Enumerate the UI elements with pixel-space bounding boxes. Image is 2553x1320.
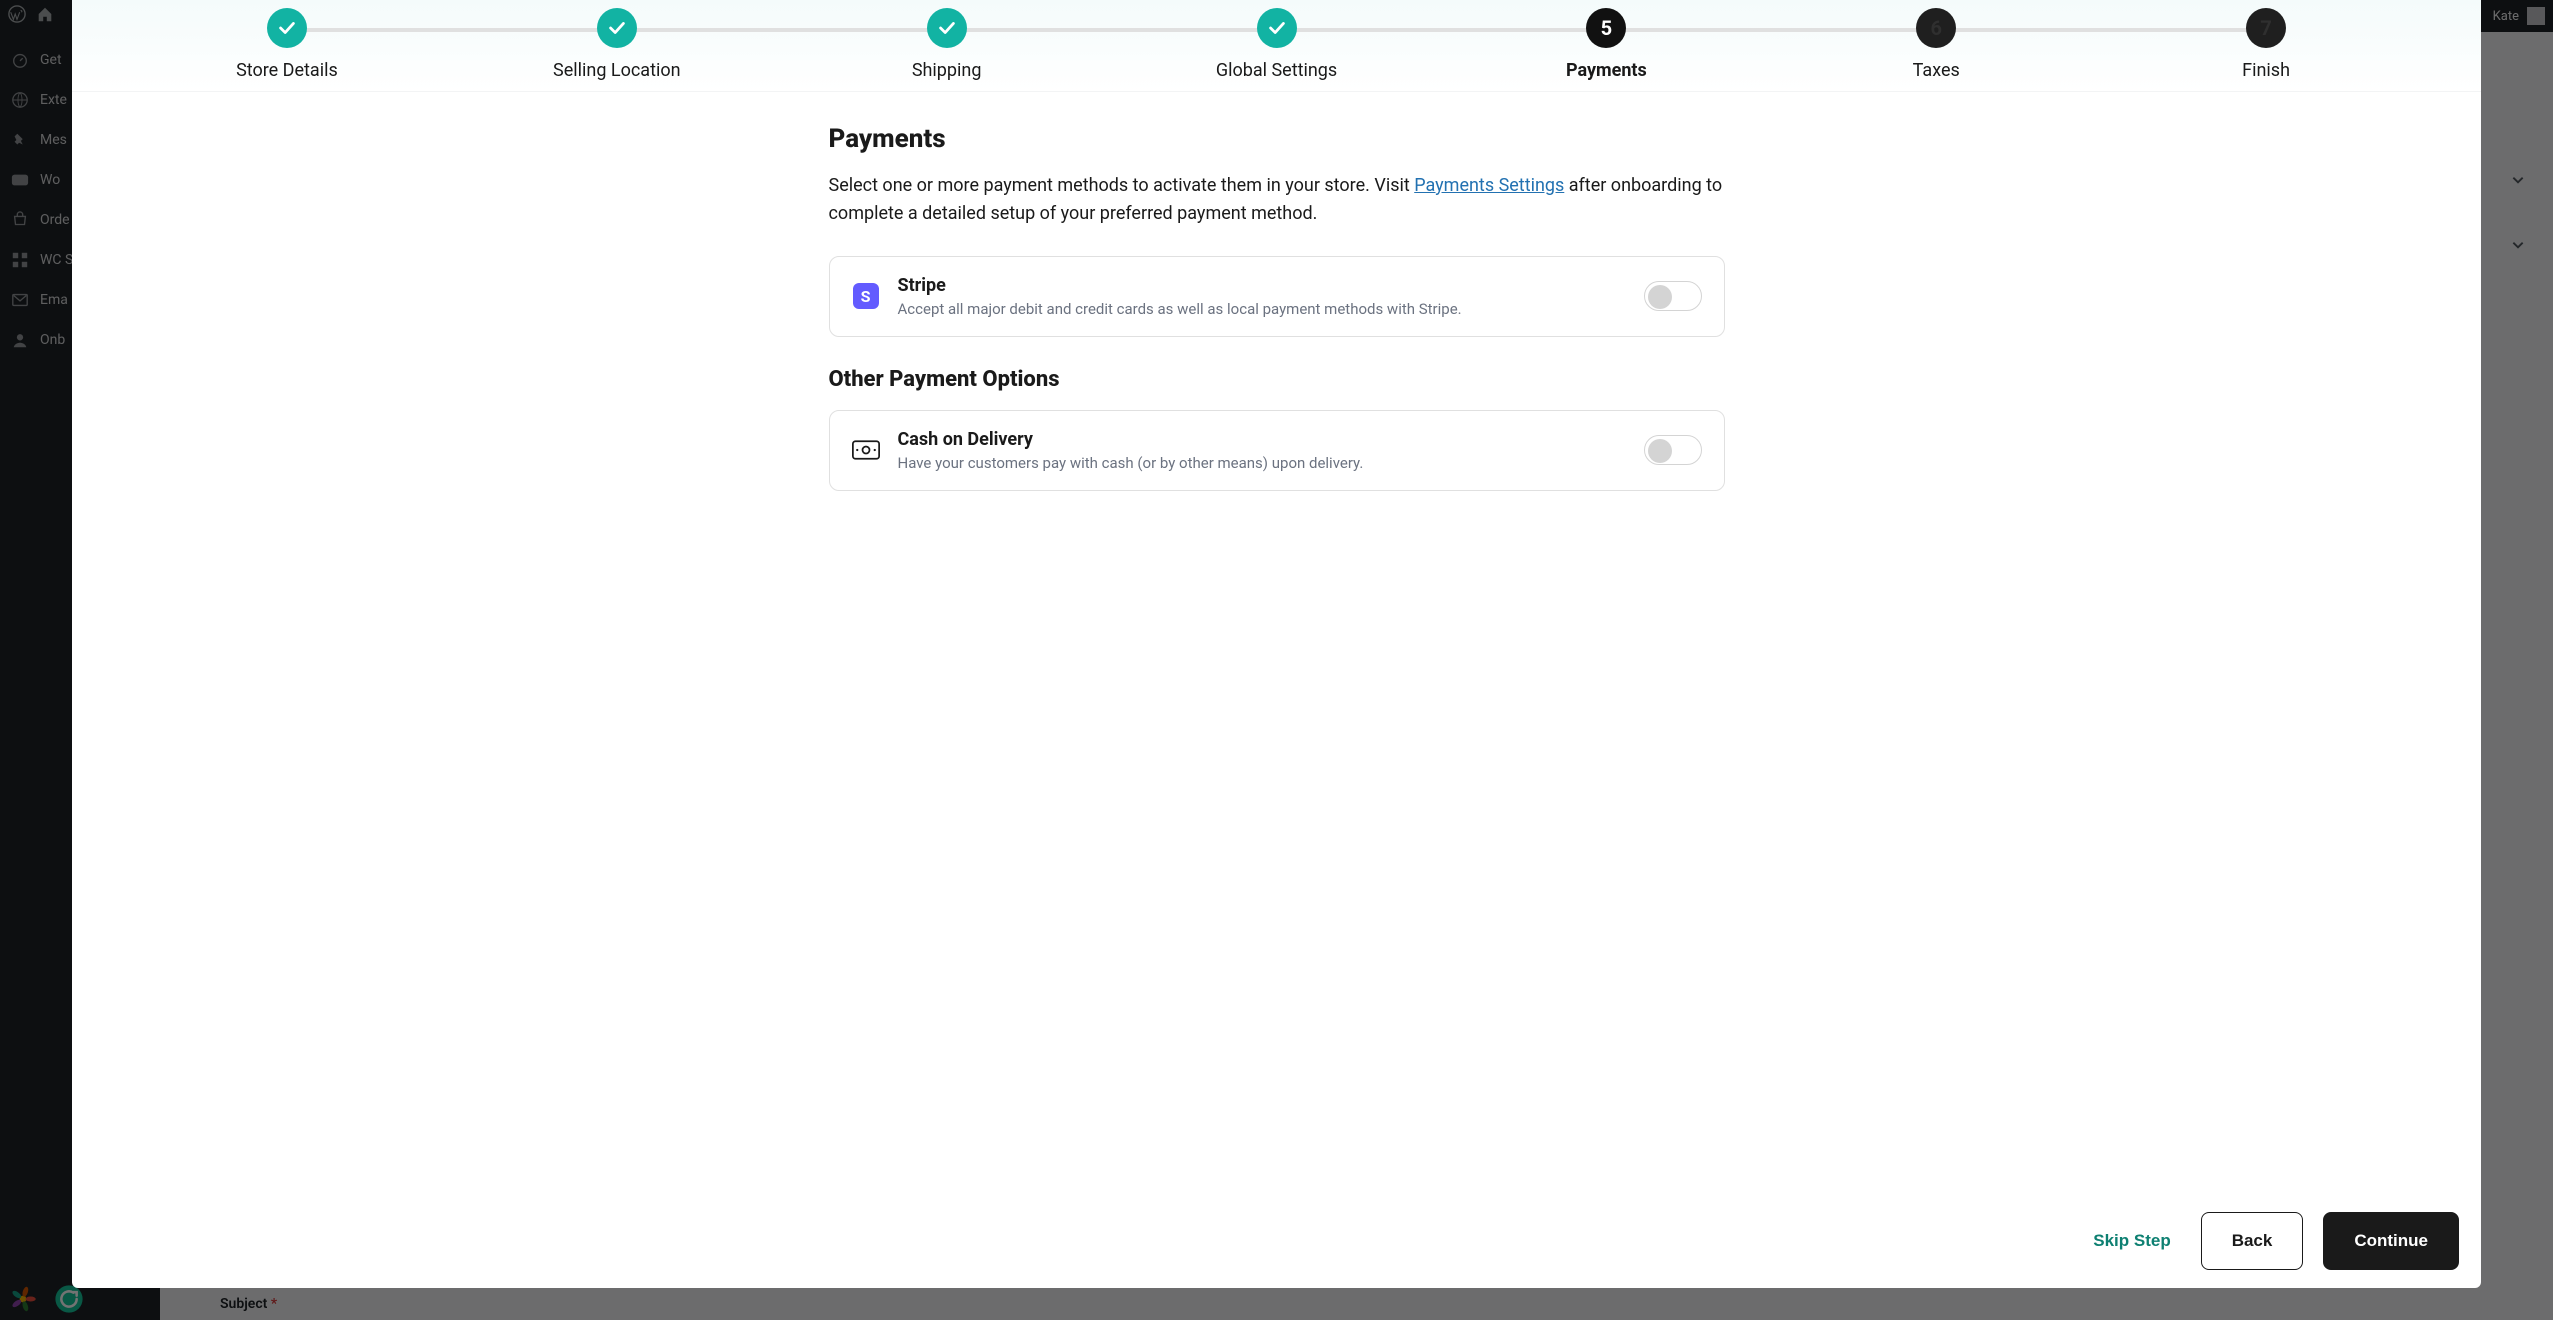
step-check-icon — [1257, 8, 1297, 48]
step-label: Selling Location — [553, 60, 681, 81]
wizard-stepper: Store Details Selling Location Shipping Glo… — [72, 0, 2481, 92]
wizard-step-3[interactable]: Shipping — [782, 8, 1112, 81]
step-number: 6 — [1916, 8, 1956, 48]
payments-lead-text: Select one or more payment methods to ac… — [829, 172, 1725, 228]
payment-method-toggle[interactable] — [1644, 435, 1702, 465]
step-label: Payments — [1566, 60, 1647, 81]
step-check-icon — [267, 8, 307, 48]
step-number: 7 — [2246, 8, 2286, 48]
step-label: Store Details — [236, 60, 338, 81]
payment-method-name: Stripe — [898, 275, 1626, 296]
payment-method-name: Cash on Delivery — [898, 429, 1626, 450]
step-label: Finish — [2242, 60, 2290, 81]
payment-method-stripe: S Stripe Accept all major debit and credit… — [829, 256, 1725, 337]
wizard-step-5[interactable]: 5 Payments — [1441, 8, 1771, 81]
payments-settings-link[interactable]: Payments Settings — [1414, 175, 1564, 196]
payment-method-toggle[interactable] — [1644, 281, 1702, 311]
wizard-step-7[interactable]: 7 Finish — [2101, 8, 2431, 81]
stripe-icon: S — [852, 282, 880, 310]
payment-method-desc: Have your customers pay with cash (or by… — [898, 454, 1626, 472]
wizard-step-2[interactable]: Selling Location — [452, 8, 782, 81]
wizard-step-6[interactable]: 6 Taxes — [1771, 8, 2101, 81]
wizard-step-4[interactable]: Global Settings — [1112, 8, 1442, 81]
step-number: 5 — [1586, 8, 1626, 48]
wizard-body: Payments Select one or more payment meth… — [72, 92, 2481, 1194]
page-title: Payments — [829, 124, 1725, 154]
wizard-step-1[interactable]: Store Details — [122, 8, 452, 81]
continue-button[interactable]: Continue — [2323, 1212, 2459, 1270]
step-label: Taxes — [1913, 60, 1960, 81]
step-label: Shipping — [912, 60, 982, 81]
skip-step-button[interactable]: Skip Step — [2083, 1215, 2180, 1267]
setup-wizard-modal: Store Details Selling Location Shipping Glo… — [72, 0, 2481, 1288]
payment-method-desc: Accept all major debit and credit cards … — [898, 300, 1626, 318]
step-check-icon — [597, 8, 637, 48]
step-check-icon — [927, 8, 967, 48]
back-button[interactable]: Back — [2201, 1212, 2304, 1270]
other-payment-heading: Other Payment Options — [829, 367, 1725, 392]
wizard-footer: Skip Step Back Continue — [72, 1194, 2481, 1288]
step-label: Global Settings — [1216, 60, 1337, 81]
cash-icon — [852, 436, 880, 464]
payment-method-cod: Cash on Delivery Have your customers pay … — [829, 410, 1725, 491]
